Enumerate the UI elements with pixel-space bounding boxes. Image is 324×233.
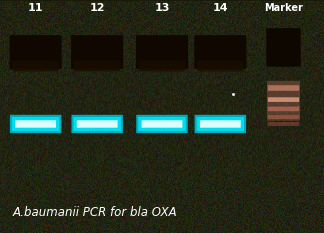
FancyBboxPatch shape (12, 117, 59, 131)
FancyBboxPatch shape (197, 117, 244, 131)
FancyBboxPatch shape (139, 61, 185, 71)
Text: 14: 14 (213, 3, 228, 13)
FancyBboxPatch shape (142, 120, 182, 128)
FancyBboxPatch shape (71, 115, 123, 133)
FancyBboxPatch shape (194, 35, 246, 69)
FancyBboxPatch shape (267, 81, 300, 121)
FancyBboxPatch shape (194, 115, 246, 133)
FancyBboxPatch shape (136, 35, 188, 69)
FancyBboxPatch shape (13, 61, 59, 71)
FancyBboxPatch shape (71, 35, 123, 69)
Text: A.baumanii PCR for bla OXA: A.baumanii PCR for bla OXA (13, 206, 178, 219)
Text: 12: 12 (89, 3, 105, 13)
FancyBboxPatch shape (268, 85, 299, 91)
FancyBboxPatch shape (136, 115, 188, 133)
FancyBboxPatch shape (10, 35, 62, 69)
FancyBboxPatch shape (197, 61, 243, 71)
FancyBboxPatch shape (15, 120, 56, 128)
FancyBboxPatch shape (74, 61, 120, 71)
Text: 13: 13 (154, 3, 170, 13)
FancyBboxPatch shape (77, 120, 118, 128)
FancyBboxPatch shape (74, 117, 121, 131)
FancyBboxPatch shape (10, 115, 62, 133)
FancyBboxPatch shape (268, 97, 299, 102)
FancyBboxPatch shape (268, 122, 299, 126)
Text: 11: 11 (28, 3, 43, 13)
FancyBboxPatch shape (200, 120, 241, 128)
FancyBboxPatch shape (138, 117, 186, 131)
Text: Marker: Marker (264, 3, 303, 13)
FancyBboxPatch shape (266, 28, 301, 67)
FancyBboxPatch shape (268, 115, 299, 119)
FancyBboxPatch shape (268, 106, 299, 111)
